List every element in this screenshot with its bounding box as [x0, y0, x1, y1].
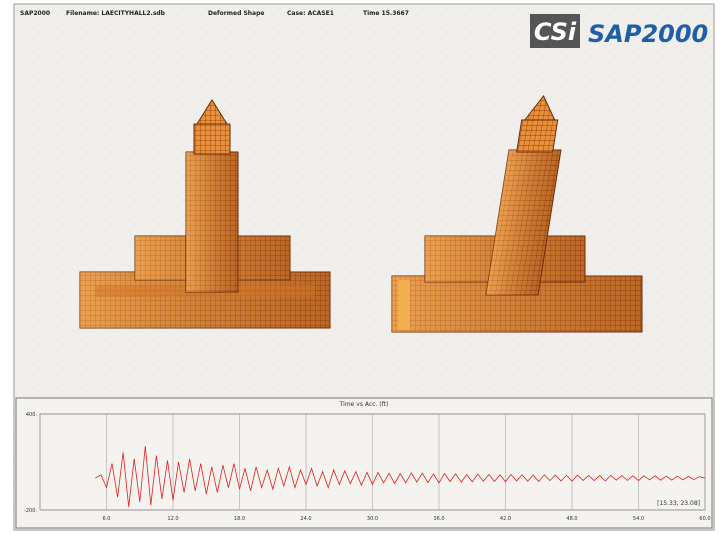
y-tick-label: 400. — [26, 412, 38, 418]
app-name: SAP2000 — [20, 10, 50, 17]
chart-annotation: [15.33, 23.08] — [657, 500, 700, 507]
case-name: Case: ACASE1 — [287, 10, 334, 17]
x-tick-label: 24.0 — [300, 516, 311, 522]
x-tick-label: 6.0 — [103, 516, 111, 522]
x-tick-label: 42.0 — [500, 516, 511, 522]
x-tick-label: 36.0 — [433, 516, 444, 522]
building-undeformed — [79, 99, 331, 329]
time-label: Time 15.3667 — [363, 10, 409, 17]
filename: Filename: LAECITYHALL2.sdb — [66, 10, 166, 17]
chart-panel — [15, 397, 713, 529]
chart-title: Time vs Acc. (ft) — [339, 401, 389, 408]
x-tick-label: 54.0 — [633, 516, 644, 522]
x-tick-label: 30.0 — [367, 516, 378, 522]
logo-box — [530, 14, 580, 48]
x-tick-label: 60.0 — [699, 516, 710, 522]
x-tick-label: 18.0 — [234, 516, 245, 522]
x-tick-label: 48.0 — [566, 516, 577, 522]
x-tick-label: 12.0 — [167, 516, 178, 522]
building-deformed — [391, 95, 643, 333]
data-line — [95, 445, 706, 507]
logo-product: SAP2000 — [588, 20, 708, 48]
logo-mark: CSi — [534, 18, 577, 46]
view-name: Deformed Shape — [208, 10, 264, 17]
y-tick-label: -200. — [24, 508, 37, 514]
